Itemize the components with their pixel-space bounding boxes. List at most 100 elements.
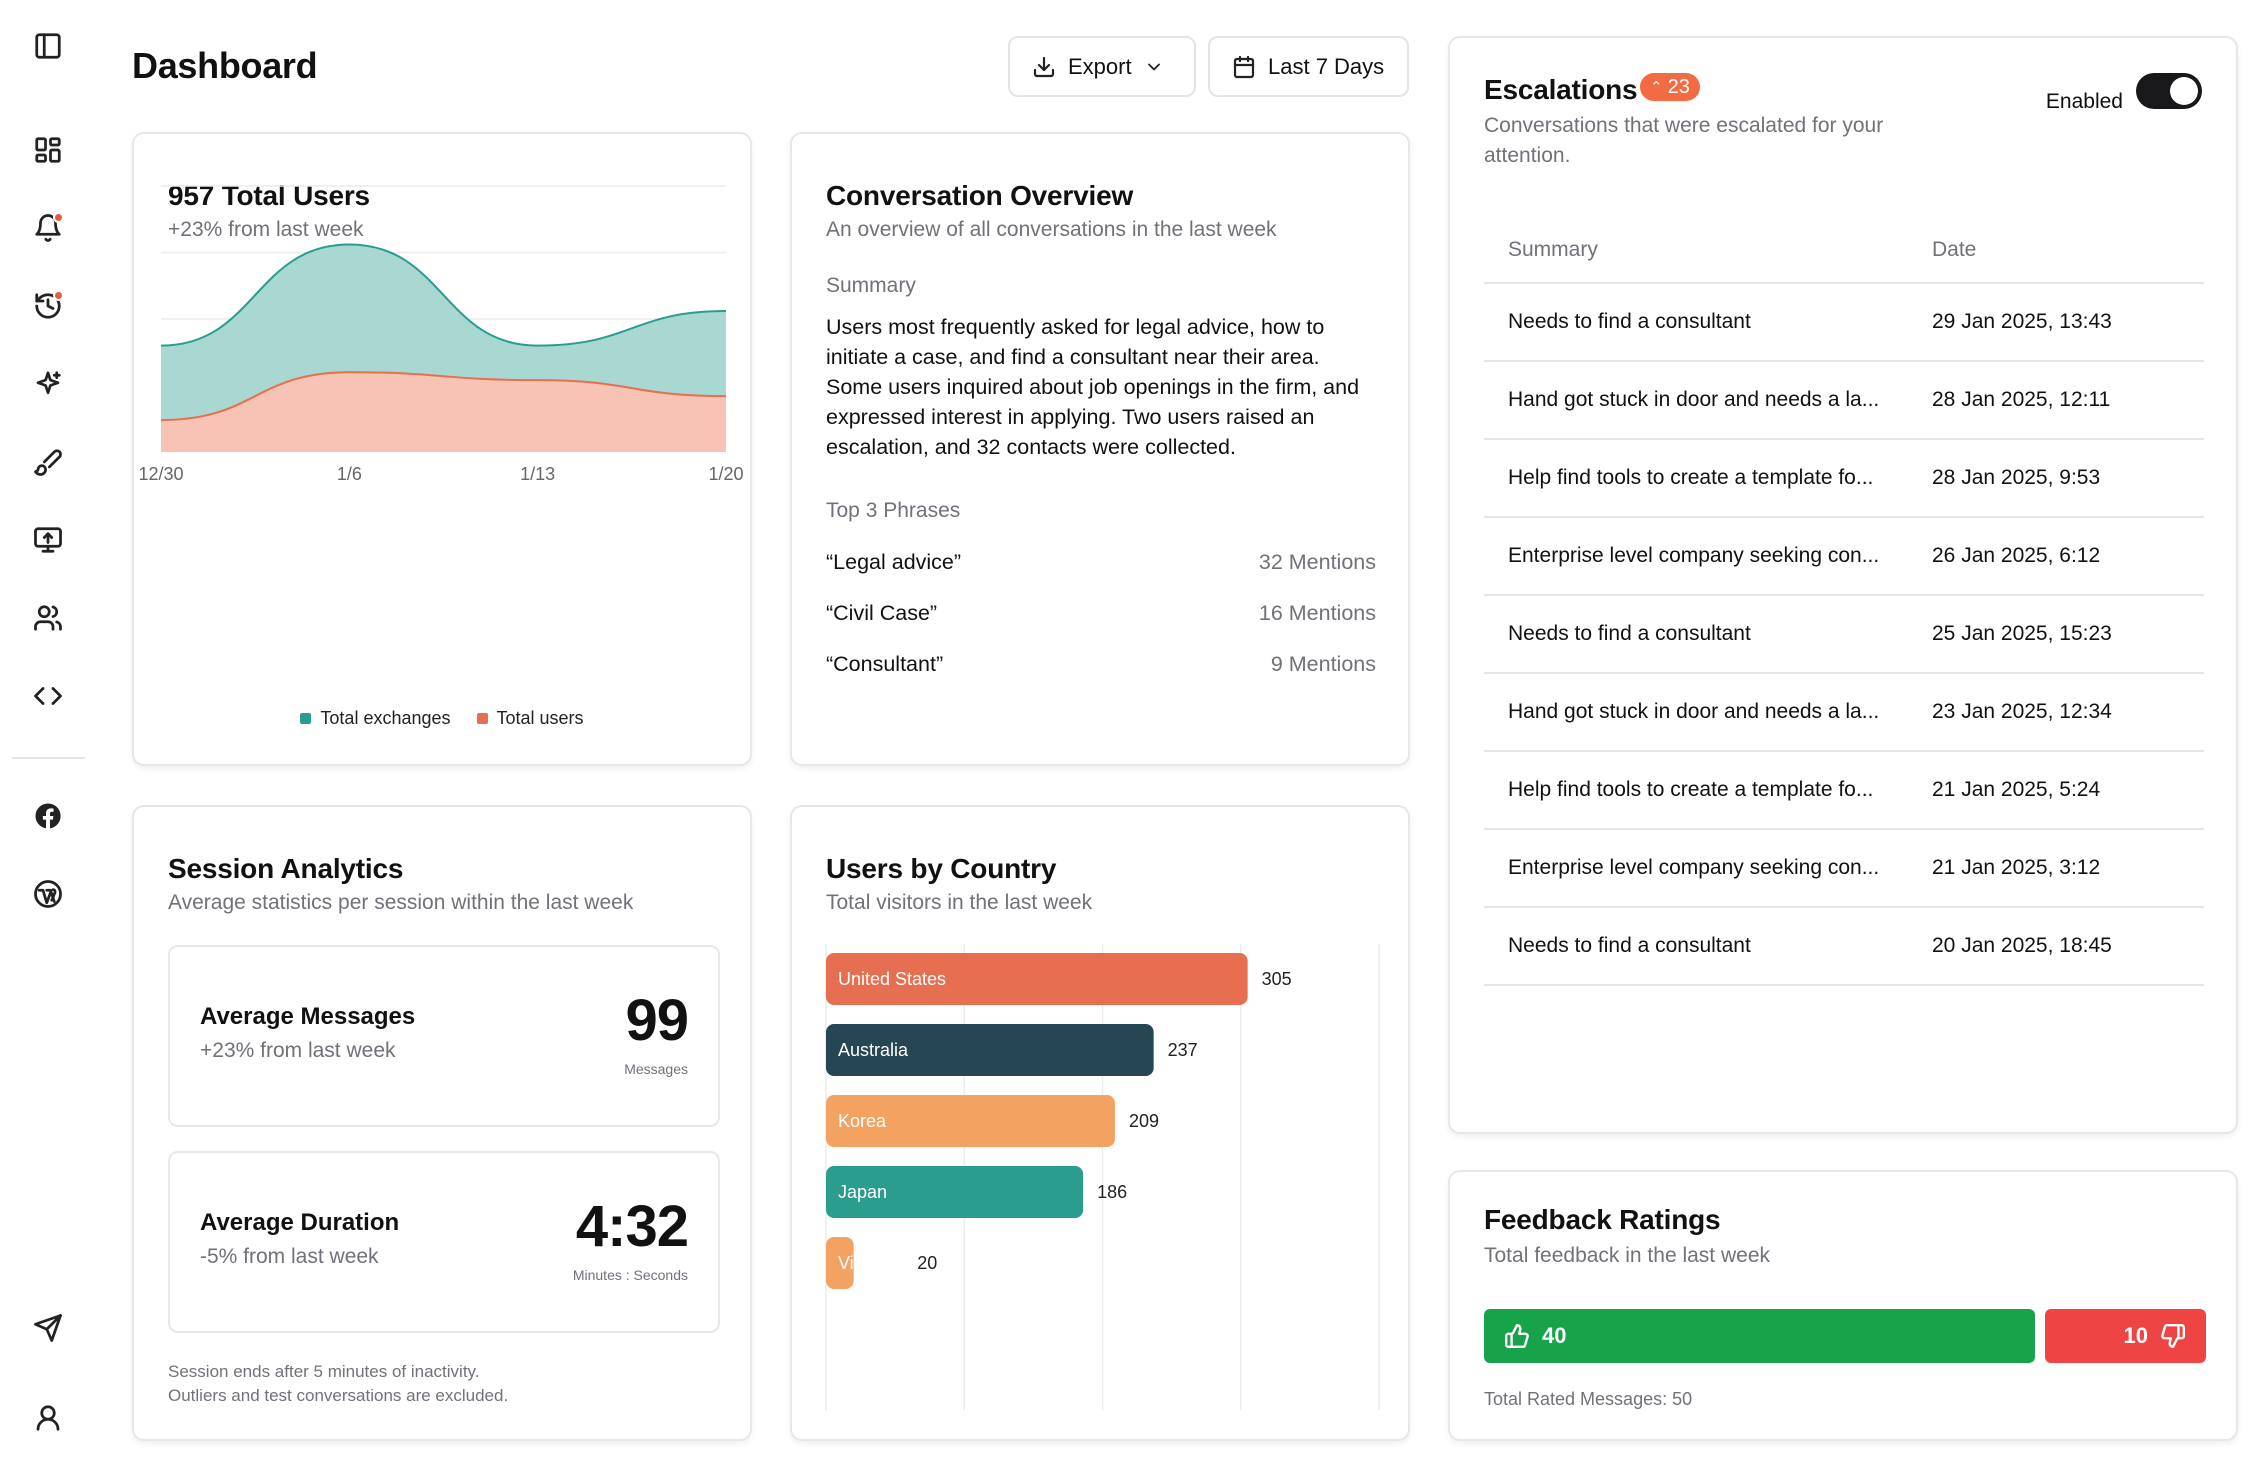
row-summary: Help find tools to create a template fo.…: [1508, 778, 1874, 801]
row-date: 28 Jan 2025, 12:11: [1932, 388, 2111, 411]
row-summary: Enterprise level company seeking con...: [1508, 856, 1880, 879]
table-row[interactable]: Enterprise level company seeking con... 2…: [1484, 830, 2204, 908]
bar-value-label: 20: [917, 1253, 937, 1273]
download-icon: [1033, 56, 1055, 77]
calendar-icon: [1233, 55, 1255, 78]
code-icon[interactable]: [30, 678, 66, 714]
phrase-row: “Consultant” 9 Mentions: [826, 652, 1376, 677]
phrase-text: “Civil Case”: [826, 601, 938, 625]
page-title: Dashboard: [132, 45, 318, 86]
row-summary: Hand got stuck in door and needs a la...: [1508, 388, 1880, 411]
column-header-date: Date: [1932, 238, 1977, 261]
column-header-summary: Summary: [1508, 238, 1598, 261]
bar-united-states: [826, 953, 1248, 1005]
bar-category-label: Australia: [838, 1040, 909, 1060]
table-row[interactable]: Enterprise level company seeking con... 2…: [1484, 518, 2204, 596]
positive-feedback-bar[interactable]: 40: [1484, 1309, 2035, 1363]
top-phrases-label: Top 3 Phrases: [826, 499, 961, 522]
sparkles-icon[interactable]: [30, 366, 66, 402]
row-date: 28 Jan 2025, 9:53: [1932, 466, 2101, 489]
escalations-table: Summary Date Needs to find a consultant 2…: [1484, 218, 2204, 986]
phrase-count: 32 Mentions: [1258, 550, 1376, 574]
escalations-card: Escalations ⌃ 23 Conversations that were…: [1448, 36, 2238, 1134]
monitor-upload-icon[interactable]: [30, 522, 66, 558]
bar-category-label: Vietnam: [838, 1253, 904, 1273]
phrase-text: “Legal advice”: [826, 550, 962, 574]
chevrons-up-icon: ⌃: [1650, 79, 1663, 96]
user-icon[interactable]: [30, 1400, 66, 1436]
chevron-down-icon: [1147, 63, 1160, 70]
conversation-card-title: Conversation Overview: [826, 180, 1134, 211]
escalations-subtitle: Conversations that were escalated for yo…: [1484, 114, 1884, 167]
facebook-icon[interactable]: [30, 798, 66, 834]
row-summary: Needs to find a consultant: [1508, 622, 1751, 645]
users-area-chart: 12/30 1/6 1/13 1/20: [138, 185, 744, 484]
bar-category-label: Japan: [838, 1182, 887, 1202]
escalations-toggle[interactable]: [2136, 73, 2202, 109]
session-note-line: Session ends after 5 minutes of inactivi…: [168, 1362, 480, 1381]
users-icon[interactable]: [30, 600, 66, 636]
row-date: 21 Jan 2025, 3:12: [1932, 856, 2101, 879]
bell-icon[interactable]: [30, 210, 66, 246]
country-bar-chart: United States 305 Australia 237 Korea 209 Japa…: [825, 944, 1380, 1410]
bar-australia: [826, 1024, 1154, 1076]
table-row[interactable]: Hand got stuck in door and needs a la...…: [1484, 362, 2204, 440]
area-total-users: [161, 372, 726, 452]
dashboard-icon[interactable]: [30, 132, 66, 168]
metric-average-duration: Average Duration -5% from last week 4:32…: [168, 1151, 720, 1333]
legend-item-exchanges: Total exchanges: [300, 708, 451, 729]
legend-label: Total users: [496, 708, 584, 728]
country-card-title: Users by Country: [826, 853, 1057, 884]
notification-dot: [53, 290, 64, 301]
table-row[interactable]: Needs to find a consultant 25 Jan 2025, 1…: [1484, 596, 2204, 674]
bar-japan: [826, 1166, 1084, 1218]
table-row[interactable]: Needs to find a consultant 29 Jan 2025, 1…: [1484, 284, 2204, 362]
thumbs-down-icon: [2161, 1323, 2186, 1349]
wordpress-icon[interactable]: [30, 876, 66, 912]
phrase-count: 9 Mentions: [1270, 652, 1376, 676]
date-range-label: Last 7 Days: [1268, 53, 1385, 79]
session-card-title: Session Analytics: [168, 853, 404, 884]
phrase-count: 16 Mentions: [1258, 601, 1376, 625]
session-note-line: Outliers and test conversations are excl…: [168, 1386, 509, 1405]
legend-swatch: [476, 713, 488, 724]
toggle-knob: [2170, 77, 2198, 105]
session-card: Session Analytics Average statistics per…: [132, 805, 752, 1441]
users-chart-legend: Total exchanges Total users: [134, 708, 750, 729]
feedback-total: Total Rated Messages: 50: [1484, 1389, 1693, 1409]
row-date: 20 Jan 2025, 18:45: [1932, 934, 2112, 957]
session-note: Session ends after 5 minutes of inactivi…: [168, 1360, 508, 1408]
positive-count: 40: [1542, 1323, 1567, 1348]
brush-icon[interactable]: [30, 444, 66, 480]
date-range-button[interactable]: Last 7 Days: [1208, 36, 1409, 97]
table-row[interactable]: Help find tools to create a template fo.…: [1484, 440, 2204, 518]
phrase-row: “Civil Case” 16 Mentions: [826, 601, 1376, 626]
export-label: Export: [1068, 53, 1132, 79]
bar-value-label: 305: [1262, 969, 1292, 989]
metric-title: Average Duration: [200, 1209, 400, 1236]
notification-dot: [53, 212, 64, 223]
row-summary: Needs to find a consultant: [1508, 310, 1751, 333]
row-date: 29 Jan 2025, 13:43: [1932, 310, 2112, 333]
summary-text: Users most frequently asked for legal ad…: [826, 315, 1360, 459]
legend-item-users: Total users: [476, 708, 584, 729]
users-card-title: 957 Total Users: [168, 180, 370, 211]
x-tick-label: 1/13: [520, 464, 555, 484]
table-row[interactable]: Help find tools to create a template fo.…: [1484, 752, 2204, 830]
negative-feedback-bar[interactable]: 10: [2045, 1309, 2206, 1363]
line-total-exchanges: [160, 243, 727, 347]
sidebar-toggle-icon[interactable]: [30, 28, 66, 64]
metric-subtitle: -5% from last week: [200, 1245, 379, 1268]
history-icon[interactable]: [30, 288, 66, 324]
table-row[interactable]: Needs to find a consultant 20 Jan 2025, 1…: [1484, 908, 2204, 986]
conversation-card: Conversation Overview An overview of all…: [790, 132, 1410, 766]
conversation-card-subtitle: An overview of all conversations in the …: [826, 218, 1277, 241]
bar-value-label: 209: [1129, 1111, 1159, 1131]
send-icon[interactable]: [30, 1310, 66, 1346]
metric-subtitle: +23% from last week: [200, 1039, 396, 1062]
export-button[interactable]: Export: [1008, 36, 1196, 97]
table-row[interactable]: Hand got stuck in door and needs a la...…: [1484, 674, 2204, 752]
line-total-users: [160, 371, 727, 422]
bar-category-label: Korea: [838, 1111, 887, 1131]
badge-count: 23: [1667, 75, 1690, 98]
